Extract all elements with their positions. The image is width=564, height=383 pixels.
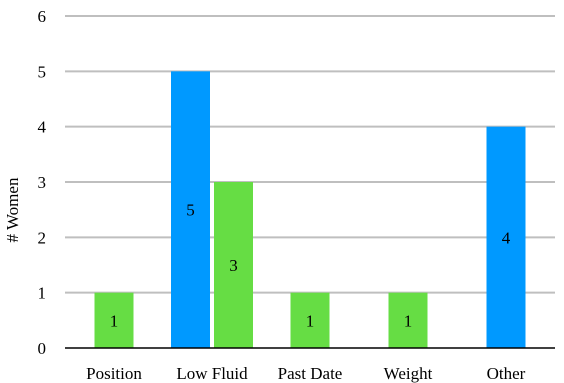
x-tick-label: Position [86,364,142,383]
y-tick-label: 4 [38,118,47,137]
bar [214,182,253,348]
bar [94,292,134,348]
y-tick-label: 0 [38,339,47,358]
bar [171,71,210,348]
data-label: 1 [110,311,119,330]
y-axis-title: # Women [3,177,22,242]
data-label: 3 [229,256,238,275]
y-tick-labels: 0 1 2 3 4 5 6 [38,7,47,358]
x-tick-label: Weight [384,364,433,383]
data-labels: 1 5 3 1 1 4 [110,201,511,331]
x-tick-labels: Position Low Fluid Past Date Weight Other [86,364,526,383]
y-tick-label: 3 [38,173,47,192]
bar [388,292,428,348]
y-tick-label: 2 [38,228,47,247]
x-tick-label: Other [487,364,526,383]
gridlines [65,15,555,294]
y-tick-label: 5 [38,62,47,81]
x-tick-label: Low Fluid [176,364,248,383]
y-tick-label: 6 [38,7,47,26]
data-label: 1 [404,311,413,330]
y-tick-label: 1 [38,284,47,303]
data-label: 5 [186,201,195,220]
bar [486,126,526,349]
bar [290,292,330,348]
x-tick-label: Past Date [278,364,343,383]
data-label: 1 [306,311,315,330]
data-label: 4 [502,228,511,247]
bars [94,71,526,349]
